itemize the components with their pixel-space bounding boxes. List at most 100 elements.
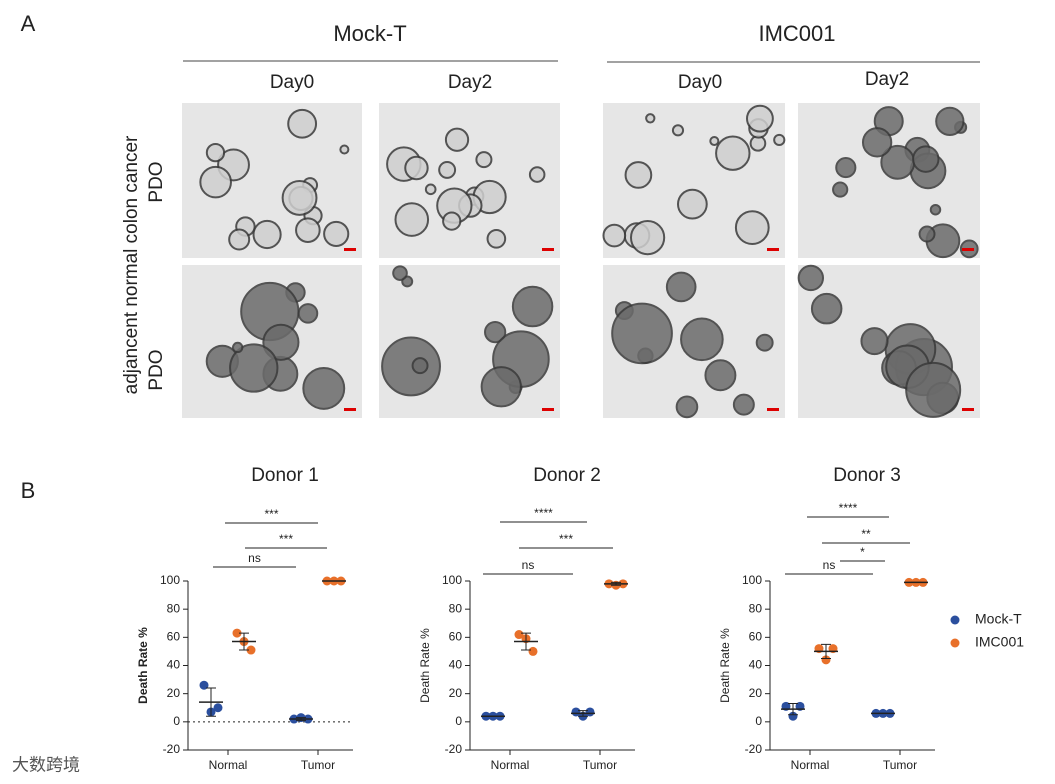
organoid [381, 336, 441, 397]
organoid [297, 303, 319, 324]
organoid [629, 219, 666, 256]
organoid [444, 127, 470, 152]
organoid [475, 151, 493, 169]
legend-marker [950, 638, 960, 648]
organoid [860, 327, 889, 356]
organoid [746, 104, 774, 133]
organoid [480, 366, 522, 408]
chart-title: Donor 1 [251, 465, 319, 486]
scale-bar [542, 248, 554, 251]
y-axis-label: Death Rate % [136, 627, 150, 704]
y-axis-label: Death Rate % [718, 628, 732, 703]
organoid [835, 157, 857, 179]
y-tick-label: 0 [755, 714, 762, 728]
organoid [732, 393, 755, 416]
organoid [323, 220, 350, 248]
day-label: Day0 [678, 72, 722, 93]
organoid [671, 124, 685, 137]
error-bar [611, 581, 621, 586]
row-label: adjancent normal colon cancer [121, 135, 142, 394]
y-tick-label: 80 [449, 601, 463, 615]
error-bar [821, 643, 831, 659]
organoid [528, 166, 546, 183]
legend-label: IMC001 [975, 634, 1024, 650]
organoid [624, 161, 653, 189]
organoid [339, 144, 350, 155]
organoid [287, 108, 318, 139]
organoid [929, 203, 942, 216]
scale-bar [344, 248, 356, 251]
organoid [252, 219, 282, 250]
y-tick-label: 20 [167, 686, 181, 700]
organoid [404, 155, 429, 181]
data-point [528, 646, 538, 656]
organoid [229, 343, 279, 393]
organoid [484, 320, 507, 344]
organoid [905, 361, 962, 418]
organoid [394, 202, 430, 237]
organoid [935, 106, 965, 136]
organoid [611, 302, 673, 365]
y-tick-label: 20 [449, 686, 463, 700]
error-bar [788, 703, 798, 716]
y-tick-label: 60 [167, 630, 181, 644]
legend-marker [950, 615, 960, 625]
organoid [438, 160, 457, 179]
x-tick-label: Normal [209, 758, 248, 772]
organoid [411, 357, 429, 375]
organoid [486, 228, 507, 249]
scale-bar [344, 408, 356, 411]
legend-label: Mock-T [975, 611, 1022, 627]
significance-label: **** [534, 506, 553, 520]
organoid [734, 210, 770, 245]
row-label: PDO [146, 349, 167, 390]
organoid [704, 359, 737, 392]
chart-title: Donor 2 [533, 465, 601, 486]
chart-title: Donor 3 [833, 465, 901, 486]
y-tick-label: -20 [745, 742, 763, 756]
y-tick-label: -20 [445, 742, 463, 756]
x-tick-label: Tumor [883, 758, 917, 772]
error-bar [521, 632, 531, 651]
day-label: Day2 [448, 72, 492, 93]
significance-label: ns [248, 551, 261, 565]
data-point [213, 703, 223, 713]
day-label: Day0 [270, 72, 314, 93]
organoid [665, 271, 697, 303]
y-tick-label: 100 [160, 573, 180, 587]
y-tick-label: 40 [449, 658, 463, 672]
organoid [602, 223, 627, 248]
footer-logo: 大数跨境 [12, 755, 80, 774]
organoid [918, 225, 936, 243]
organoid [912, 145, 940, 173]
y-tick-label: 100 [442, 573, 462, 587]
organoid [302, 366, 346, 410]
micrographs [182, 103, 980, 419]
significance-label: *** [559, 532, 573, 546]
organoid [675, 395, 699, 419]
organoid [442, 211, 462, 231]
error-bar [578, 710, 588, 717]
y-tick-label: 60 [749, 630, 763, 644]
organoid [645, 113, 656, 124]
organoid [295, 217, 321, 243]
charts: Donor 1 Death Rate % -20 0 20 40 60 80 100 Normal… [136, 465, 1024, 772]
scale-bar [962, 408, 974, 411]
organoid [709, 136, 720, 147]
y-tick-label: 40 [749, 658, 763, 672]
organoid [511, 285, 554, 328]
scale-bar [542, 408, 554, 411]
data-point [232, 628, 242, 638]
data-point [821, 655, 831, 665]
organoid [676, 188, 708, 220]
data-point [571, 707, 581, 717]
organoid [810, 292, 843, 325]
panel-label: B [21, 478, 36, 503]
significance-label: *** [279, 532, 293, 546]
organoid [205, 142, 226, 163]
panel-label: A [21, 11, 36, 36]
organoid [392, 265, 408, 281]
y-tick-label: 100 [742, 573, 762, 587]
organoid [861, 127, 893, 158]
